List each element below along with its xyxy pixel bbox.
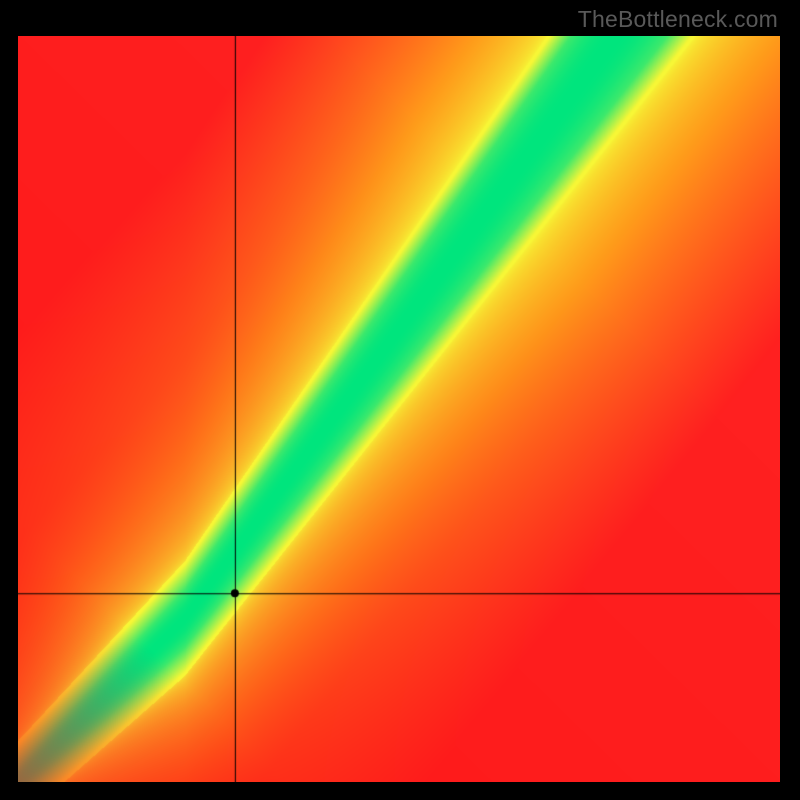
heatmap-canvas	[18, 36, 780, 782]
watermark-text: TheBottleneck.com	[578, 6, 778, 33]
heatmap-plot	[18, 36, 780, 782]
